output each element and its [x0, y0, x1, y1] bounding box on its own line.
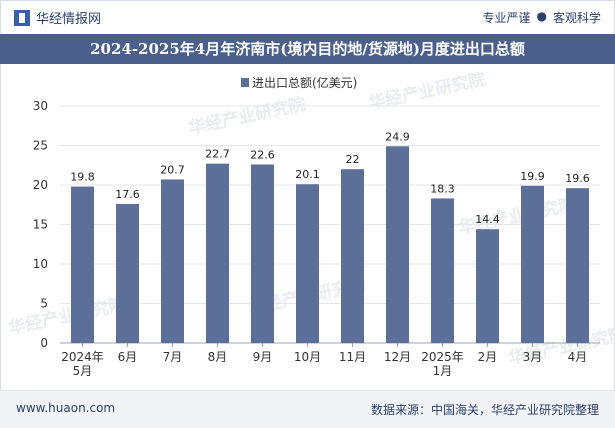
y-tick-label: 5: [40, 297, 48, 311]
y-tick-label: 25: [33, 139, 48, 153]
x-tick-label: 2024年: [61, 350, 104, 364]
value-label: 18.3: [430, 182, 455, 195]
watermark-text: 华经产业研究院: [7, 294, 128, 339]
y-tick-label: 10: [33, 257, 48, 271]
bar: [431, 198, 454, 343]
x-tick-label: 1月: [433, 364, 453, 378]
bar-chart: 华经产业研究院华经产业研究院华经产业研究院华经产业研究院华经产业研究院华经产业研…: [7, 69, 615, 378]
value-label: 17.6: [115, 188, 140, 201]
bar: [116, 203, 139, 343]
value-label: 20.1: [295, 168, 320, 181]
x-tick-label: 10月: [294, 350, 321, 364]
x-tick-label: 11月: [339, 350, 366, 364]
x-tick-label: 12月: [384, 350, 411, 364]
x-tick-label: 3月: [523, 350, 543, 364]
x-tick-label: 4月: [568, 350, 588, 364]
value-label: 24.9: [385, 130, 410, 143]
x-tick-label: 9月: [253, 350, 273, 364]
y-tick-label: 20: [33, 178, 48, 192]
tag-separator-icon: ●: [536, 9, 547, 23]
tag-right: 客观科学: [552, 11, 601, 25]
value-labels: 19.8 17.6 20.7 22.7 22.6 20.1 22 24.9 18.3 14.4 19…: [70, 130, 590, 226]
chart-title: 2024-2025年4月年济南市(境内目的地/货源地)月度进出口总额: [0, 34, 615, 64]
y-axis: 0 5 10 15 20 25 30: [33, 99, 48, 350]
legend-swatch: [241, 78, 249, 87]
bar: [71, 186, 94, 343]
x-tick-label: 6月: [118, 350, 138, 364]
value-label: 20.7: [160, 163, 185, 176]
value-label: 14.4: [475, 213, 500, 226]
top-bar: 华经情报网 专业严谨 ● 客观科学: [0, 0, 615, 34]
brand-logo-icon: [14, 9, 30, 26]
value-label: 22: [346, 153, 360, 166]
tagline: 专业严谨 ● 客观科学: [482, 9, 601, 26]
footer: www.huaon.com 数据来源：中国海关，华经产业研究院整理: [0, 390, 615, 428]
value-label: 22.6: [250, 148, 275, 161]
watermark-text: 华经产业研究院: [367, 69, 488, 114]
y-tick-label: 15: [33, 218, 48, 232]
data-source: 数据来源：中国海关，华经产业研究院整理: [370, 403, 599, 417]
x-tick-label: 5月: [73, 364, 93, 378]
value-label: 19.6: [565, 172, 590, 185]
bar: [296, 184, 319, 343]
x-tick-label: 2月: [478, 350, 498, 364]
bar: [476, 229, 499, 343]
bar: [251, 164, 274, 343]
value-label: 19.8: [70, 171, 95, 184]
legend: 进出口总额(亿美元): [241, 75, 357, 90]
tag-left: 专业严谨: [482, 11, 531, 25]
x-tick-label: 2025年: [421, 350, 464, 364]
bar: [341, 169, 364, 343]
gridlines: [60, 105, 600, 344]
bar: [521, 185, 544, 343]
bar: [566, 188, 589, 343]
x-tick-label: 8月: [208, 350, 228, 364]
bar: [161, 179, 184, 343]
website-link[interactable]: www.huaon.com: [16, 401, 116, 415]
bar: [386, 146, 409, 343]
value-label: 22.7: [205, 148, 230, 161]
bars: [71, 146, 589, 343]
bar: [206, 163, 229, 343]
y-tick-label: 0: [40, 336, 48, 350]
brand-name: 华经情报网: [36, 12, 102, 27]
watermark-text: 华经产业研究院: [187, 94, 308, 139]
x-tick-label: 7月: [163, 350, 183, 364]
value-label: 19.9: [520, 170, 545, 183]
y-tick-label: 30: [33, 99, 48, 113]
brand[interactable]: 华经情报网: [14, 8, 101, 27]
legend-label: 进出口总额(亿美元): [252, 75, 357, 90]
